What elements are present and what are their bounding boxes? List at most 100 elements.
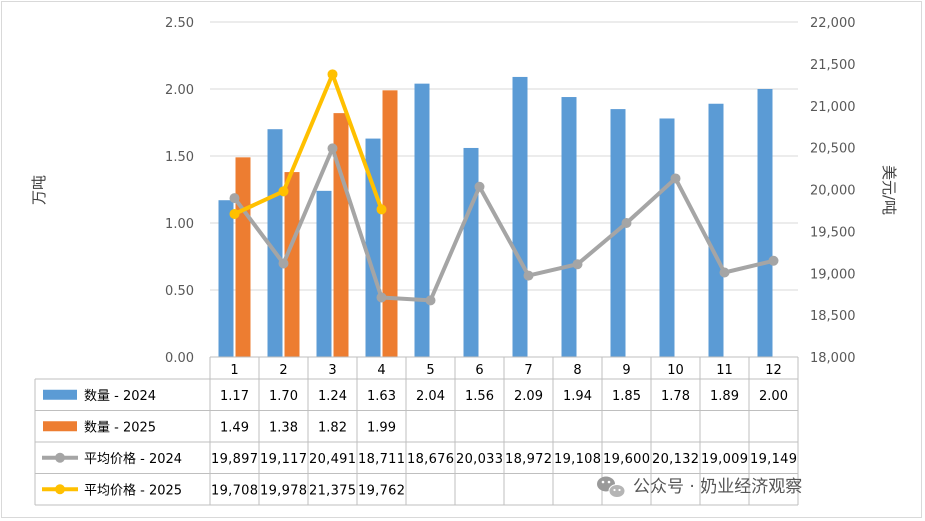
bar-2024 [218,200,234,357]
wechat-icon [597,476,626,498]
data-label: 2.00 [759,389,788,404]
data-label: 18,676 [407,452,454,467]
price-marker [523,270,534,281]
price-marker [670,173,681,184]
watermark-text: 公众号 · 奶业经济观察 [633,477,802,497]
data-label: 18,711 [358,452,405,467]
data-label: 1.99 [367,420,396,435]
data-label: 1.70 [269,389,298,404]
x-tick-label: 7 [524,363,532,378]
bar-2025 [235,157,251,357]
y-right-tick-label: 21,000 [810,100,856,115]
y-left-tick-label: 1.50 [165,150,194,165]
price-marker [229,193,240,204]
price-marker [376,292,387,303]
y-right-tick-label: 21,500 [810,58,856,73]
y-right-tick-label: 20,000 [810,184,856,199]
legend-label: 平均价格 - 2025 [84,482,182,498]
x-tick-label: 1 [230,363,238,378]
data-label: 1.38 [269,420,298,435]
y-left-tick-label: 2.50 [165,16,194,31]
x-tick-label: 6 [475,363,483,378]
bar-2024 [316,190,332,357]
x-tick-label: 4 [377,363,385,378]
data-label: 20,491 [309,452,356,467]
price-marker [376,204,387,215]
legend-swatch [43,421,77,432]
data-label: 19,149 [750,452,797,467]
bar-2024 [561,97,577,357]
data-label: 2.09 [514,389,543,404]
data-label: 1.49 [220,420,249,435]
data-label: 1.24 [318,389,347,404]
bar-2024 [463,147,479,357]
data-label: 1.82 [318,420,347,435]
price-marker [327,69,338,80]
price-line-2024 [232,146,774,303]
data-label: 19,009 [701,452,748,467]
price-marker [768,255,779,266]
data-label: 19,600 [603,452,650,467]
price-line-2025 [233,72,384,216]
data-label: 20,033 [456,452,503,467]
legend-label: 数量 - 2024 [84,389,156,404]
price-marker [278,186,289,197]
y-right-tick-label: 19,500 [810,225,856,240]
data-label: 19,708 [211,483,258,498]
bar-2024 [757,89,773,357]
bar-2025 [284,172,300,357]
legend-marker [55,452,65,463]
legend-label: 数量 - 2025 [84,420,156,435]
y-left-tick-label: 1.00 [165,217,194,232]
bar-2024 [414,83,430,357]
x-tick-label: 8 [573,363,581,378]
y-right-tick-label: 19,000 [810,267,856,282]
data-label: 19,897 [211,452,258,467]
y-axis-left-label: 万吨 [30,175,48,205]
x-tick-label: 5 [426,363,434,378]
legend-swatch [43,389,77,400]
price-marker [327,143,338,154]
bars [218,76,773,358]
y-right-tick-label: 20,500 [810,142,856,157]
x-tick-label: 9 [622,363,630,378]
y-right-tick-label: 22,000 [810,16,856,31]
bar-2024 [267,129,283,357]
bar-2025 [382,90,398,357]
x-tick-label: 3 [328,363,336,378]
x-tick-label: 2 [279,363,287,378]
data-label: 1.17 [220,389,249,404]
price-marker [621,218,632,228]
data-label: 19,108 [554,452,601,467]
y-left-tick-label: 2.00 [165,83,194,98]
price-marker [425,295,436,306]
data-label: 19,117 [260,452,307,467]
data-label: 1.56 [465,389,494,404]
bar-2024 [708,103,724,358]
data-label: 1.94 [563,389,592,404]
x-tick-label: 12 [765,363,782,378]
axes: 0.00 0.50 1.00 1.50 2.00 2.50 18,000 18,500 19,0… [165,16,855,366]
y-right-tick-label: 18,000 [810,351,856,366]
data-label: 18,972 [505,452,552,467]
y-left-tick-label: 0.00 [165,351,194,366]
price-marker [474,181,485,192]
price-marker [278,258,289,269]
legend-label: 平均价格 - 2024 [84,451,182,467]
watermark: 公众号 · 奶业经济观察 [597,476,802,498]
bar-2024 [659,118,675,357]
data-label: 1.85 [612,389,641,404]
data-label: 19,978 [260,483,307,498]
data-label: 2.04 [416,389,445,404]
x-tick-label: 11 [716,363,733,378]
data-label: 1.63 [367,389,396,404]
price-marker [719,267,730,278]
price-marker [229,208,240,219]
data-label: 21,375 [309,483,356,498]
data-label: 1.78 [661,389,690,404]
bar-2025 [333,113,349,358]
data-label: 20,132 [652,452,699,467]
y-left-tick-label: 0.50 [165,284,194,299]
